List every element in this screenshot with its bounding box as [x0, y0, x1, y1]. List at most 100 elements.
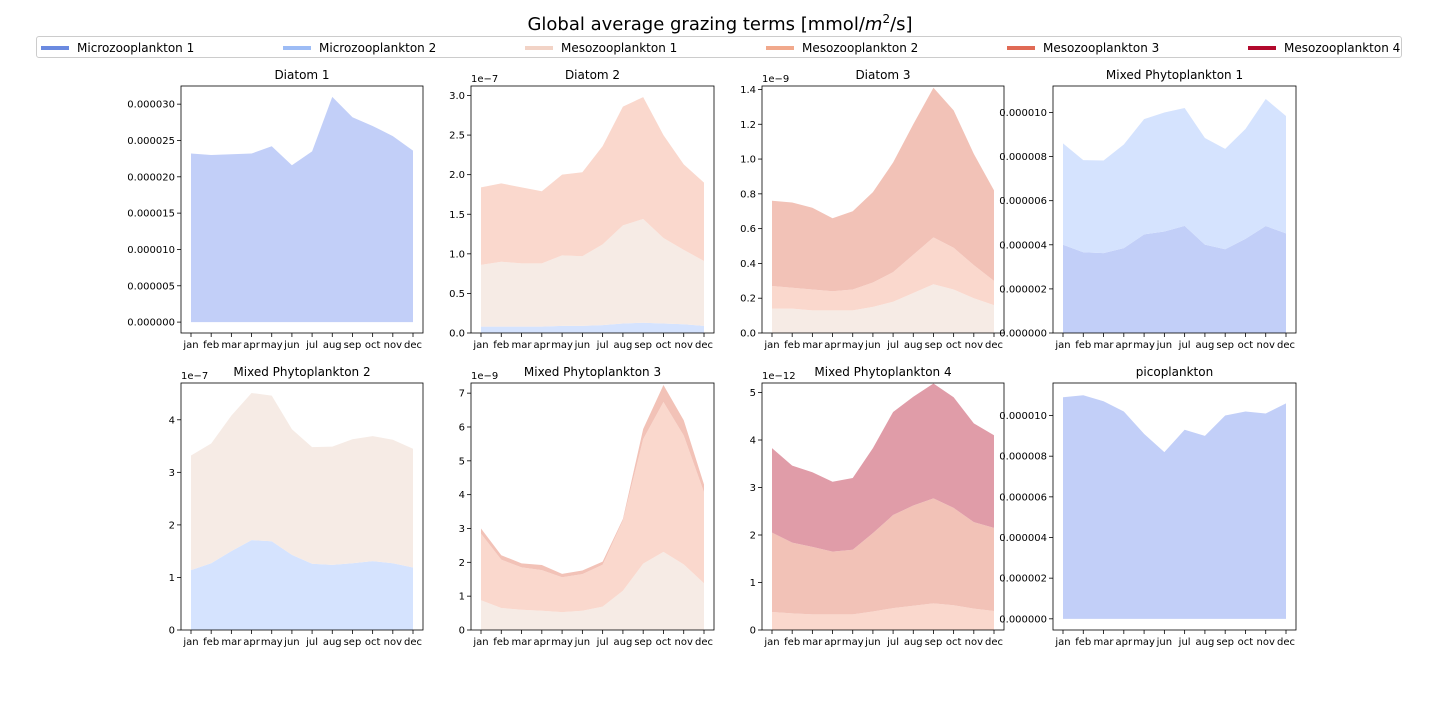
x-tick-label: aug: [1195, 637, 1214, 648]
y-tick-label: 2.0: [449, 170, 465, 181]
x-tick-label: aug: [323, 340, 342, 351]
x-tick-label: sep: [634, 340, 652, 351]
x-tick-label: may: [1133, 637, 1155, 648]
legend-swatch: [283, 46, 311, 50]
x-tick-label: jul: [886, 340, 899, 351]
x-tick-label: jun: [1156, 637, 1172, 648]
legend-item-mesozooplankton-2: Mesozooplankton 2: [766, 40, 918, 56]
x-tick-label: sep: [1216, 340, 1234, 351]
x-tick-label: aug: [613, 340, 632, 351]
subplot-title: Mixed Phytoplankton 3: [524, 365, 661, 379]
x-tick-label: jan: [1054, 637, 1070, 648]
x-tick-label: may: [261, 340, 283, 351]
y-tick-label: 0.000004: [999, 240, 1047, 251]
x-tick-label: nov: [1257, 340, 1275, 351]
y-tick-label: 0.000000: [999, 614, 1047, 625]
x-tick-label: apr: [824, 340, 841, 351]
legend-label: Microzooplankton 1: [77, 41, 195, 55]
legend-label: Mesozooplankton 2: [802, 41, 919, 55]
y-axis-multiplier: 1e−9: [471, 371, 498, 382]
x-tick-label: oct: [1238, 637, 1254, 648]
x-tick-label: nov: [675, 637, 693, 648]
title-unit-end: /s]: [890, 14, 913, 35]
y-tick-label: 0.8: [740, 189, 756, 200]
subplot-5: Mixed Phytoplankton 2 jan feb mar apr may jun j…: [169, 365, 424, 648]
y-tick-label: 1.0: [740, 155, 756, 166]
legend-swatch: [766, 46, 794, 50]
x-tick-label: nov: [965, 340, 983, 351]
y-tick-label: 0.0: [740, 329, 756, 340]
y-tick-label: 5: [750, 388, 756, 399]
plot-frame: [180, 382, 424, 631]
area-series-1: [191, 540, 413, 630]
subplot-7: Mixed Phytoplankton 4 jan feb mar apr may jun j…: [750, 365, 1005, 648]
y-tick-label: 0.000010: [127, 245, 175, 256]
subplot-title: Mixed Phytoplankton 1: [1106, 68, 1243, 82]
plot-frame: [761, 382, 1005, 631]
x-tick-label: mar: [1094, 637, 1115, 648]
x-tick-label: sep: [344, 340, 362, 351]
area-series-2: [772, 498, 994, 615]
area-series-2: [772, 237, 994, 311]
y-axis-multiplier: 1e−12: [762, 371, 796, 382]
y-tick-label: 1: [459, 592, 465, 603]
x-tick-label: sep: [925, 340, 943, 351]
x-tick-label: jan: [472, 340, 488, 351]
x-tick-label: jun: [574, 340, 590, 351]
subplot-title: Diatom 3: [855, 68, 910, 82]
y-tick-label: 0.000002: [999, 284, 1047, 295]
x-tick-label: oct: [656, 637, 672, 648]
x-tick-label: jun: [1156, 340, 1172, 351]
x-tick-label: aug: [904, 637, 923, 648]
y-tick-label: 2.5: [449, 131, 465, 142]
x-tick-label: apr: [824, 637, 841, 648]
x-tick-label: jul: [596, 637, 609, 648]
x-tick-label: apr: [534, 637, 551, 648]
x-tick-label: nov: [675, 340, 693, 351]
x-tick-label: feb: [493, 340, 509, 351]
x-tick-label: oct: [946, 637, 962, 648]
x-tick-label: jul: [886, 637, 899, 648]
title-unit-m: m: [864, 14, 883, 35]
legend-label: Mesozooplankton 3: [1043, 41, 1160, 55]
x-tick-label: oct: [365, 340, 381, 351]
y-tick-label: 0.000000: [999, 329, 1047, 340]
x-tick-label: aug: [613, 637, 632, 648]
y-tick-label: 0.000002: [999, 574, 1047, 585]
x-tick-label: dec: [985, 340, 1003, 351]
y-tick-label: 2: [169, 520, 175, 531]
area-series-1: [1063, 225, 1286, 333]
area-series-2: [481, 219, 704, 327]
x-tick-label: nov: [1257, 637, 1275, 648]
x-tick-label: apr: [534, 340, 551, 351]
x-tick-label: oct: [365, 637, 381, 648]
x-tick-label: aug: [323, 637, 342, 648]
x-tick-label: nov: [965, 637, 983, 648]
subplot-4: Mixed Phytoplankton 1 jan feb mar apr may jun j…: [999, 68, 1297, 351]
legend-swatch: [1007, 46, 1035, 50]
y-tick-label: 0.000008: [999, 152, 1047, 163]
x-tick-label: nov: [384, 340, 402, 351]
y-tick-label: 0.6: [740, 224, 756, 235]
x-tick-label: aug: [1195, 340, 1214, 351]
area-series-2: [191, 392, 413, 571]
x-tick-label: dec: [695, 637, 713, 648]
y-tick-label: 1.5: [449, 210, 465, 221]
x-tick-label: feb: [1075, 637, 1091, 648]
y-tick-label: 4: [750, 436, 756, 447]
legend-item-mesozooplankton-4: Mesozooplankton 4: [1248, 40, 1400, 56]
plot-frame: [470, 85, 715, 334]
area-series-1: [772, 284, 994, 333]
x-tick-label: jul: [305, 637, 318, 648]
plot-frame: [470, 382, 715, 631]
y-tick-label: 4: [459, 490, 465, 501]
x-tick-label: feb: [1075, 340, 1091, 351]
x-tick-label: feb: [784, 340, 800, 351]
subplot-title: Diatom 1: [274, 68, 329, 82]
y-tick-label: 0.4: [740, 259, 756, 270]
y-tick-label: 1: [169, 573, 175, 584]
x-tick-label: jan: [182, 637, 198, 648]
y-tick-label: 0.000030: [127, 100, 175, 111]
y-tick-label: 3: [459, 524, 465, 535]
legend-item-mesozooplankton-1: Mesozooplankton 1: [525, 40, 677, 56]
